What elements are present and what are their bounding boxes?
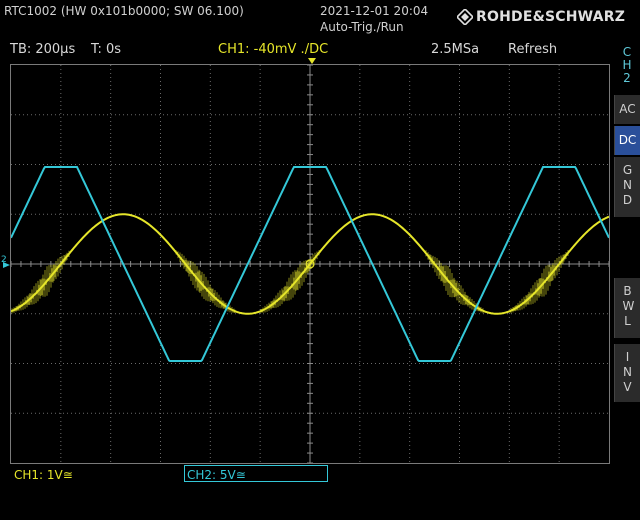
graticule — [10, 64, 610, 464]
trigger-mode: Auto-Trig./Run — [320, 20, 404, 34]
trace-ch2 — [10, 165, 610, 363]
status-bar: TB: 200µs T: 0s CH1: -40mV ./DC 2.5MSa R… — [0, 40, 612, 60]
dc-coupling-button[interactable]: DC — [614, 126, 640, 155]
ch2-ground-arrow-icon — [3, 262, 10, 268]
trace-ch1 — [10, 213, 610, 315]
rohde-schwarz-logo-icon — [457, 9, 473, 25]
channel-scale-bar: CH1: 1V≅ CH2: 5V≅ — [0, 464, 640, 484]
dc-label: DC — [618, 133, 637, 147]
trigger-point-circle — [305, 259, 315, 269]
ac-coupling-button[interactable]: AC — [614, 95, 640, 124]
brand-logo: ROHDE&SCHWARZ — [457, 9, 625, 25]
datetime: 2021-12-01 20:04 — [320, 4, 429, 18]
ac-label: AC — [619, 102, 636, 116]
inv-label: INV — [623, 350, 632, 394]
trace-noise-band — [11, 250, 570, 314]
acquisition-mode-readout[interactable]: Refresh — [508, 42, 558, 57]
gnd-label: GND — [622, 163, 633, 207]
timebase-readout[interactable]: TB: 200µs — [10, 42, 76, 57]
bwl-label: BWL — [622, 284, 635, 328]
ch2-scale-readout: CH2: 5V≅ — [187, 468, 246, 482]
bwl-button[interactable]: BWL — [614, 278, 640, 338]
device-info: RTC1002 (HW 0x101b0000; SW 06.100) — [4, 4, 244, 18]
brand-name: ROHDE&SCHWARZ — [476, 9, 626, 25]
trigger-point-marker — [305, 259, 315, 269]
ch2-scale-box[interactable]: CH2: 5V≅ — [184, 465, 328, 482]
waveform-plot — [10, 64, 610, 464]
invert-button[interactable]: INV — [614, 344, 640, 402]
waveform-display[interactable] — [10, 64, 610, 464]
ch2-ground-marker: 2 — [1, 255, 7, 265]
sample-rate-readout: 2.5MSa — [431, 42, 480, 57]
trace-line — [10, 213, 610, 315]
gnd-coupling-button[interactable]: GND — [614, 157, 640, 217]
ch1-scale-readout[interactable]: CH1: 1V≅ — [14, 468, 73, 482]
ch1-trigger-readout[interactable]: CH1: -40mV ./DC — [218, 42, 329, 57]
trace-line — [10, 165, 610, 363]
trigger-time-readout[interactable]: T: 0s — [91, 42, 122, 57]
